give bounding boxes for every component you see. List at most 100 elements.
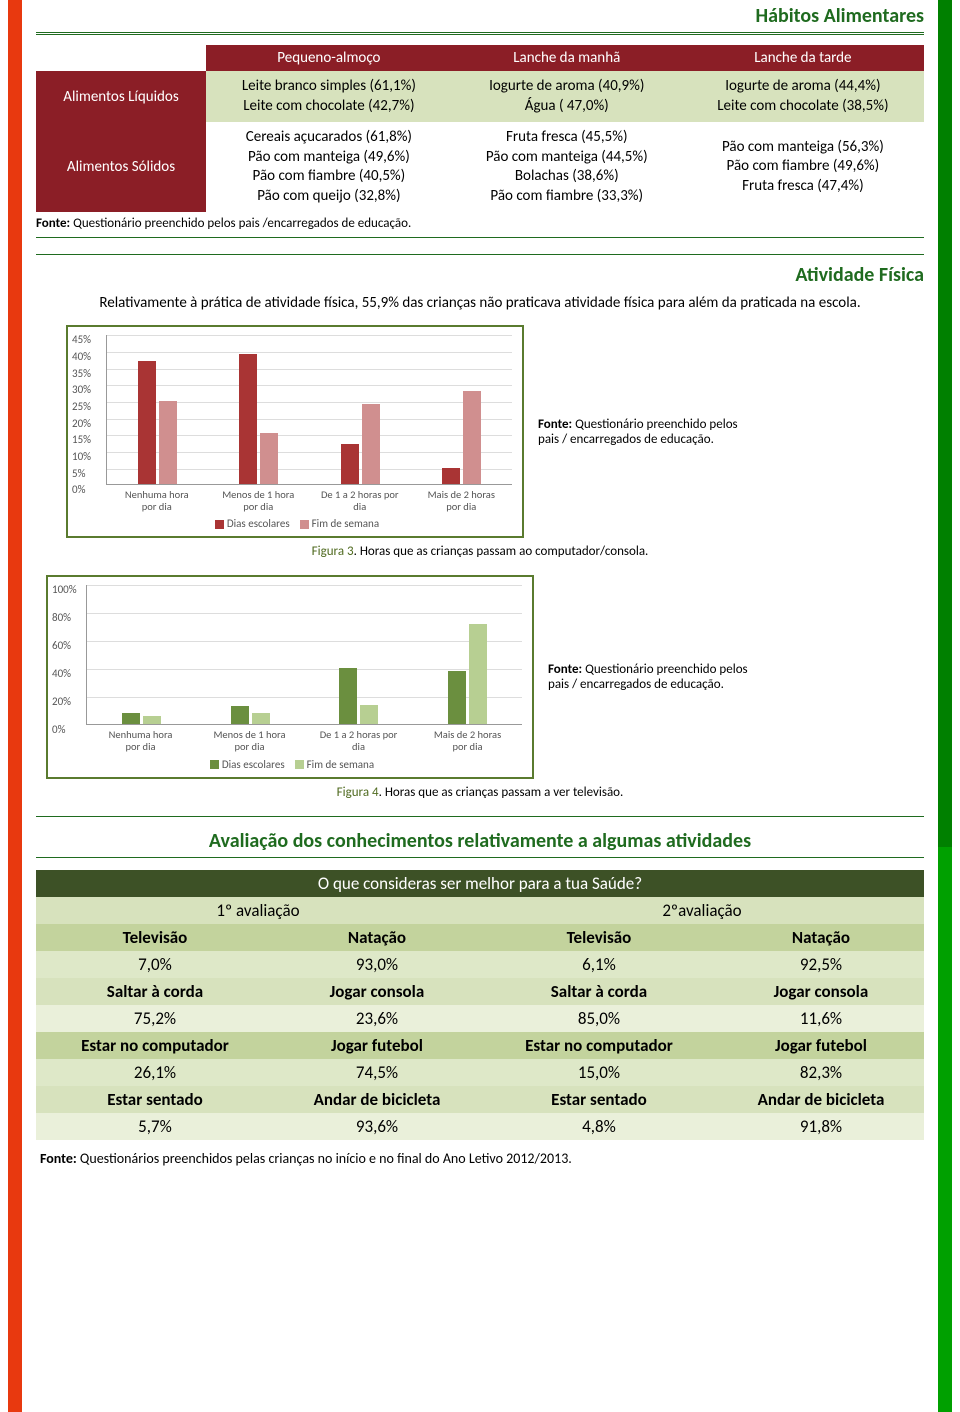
table-row: Alimentos Líquidos Leite branco simples … — [36, 71, 924, 122]
aval-value: 26,1% — [36, 1059, 274, 1086]
section-title-avaliacao: Avaliação dos conhecimentos relativament… — [36, 829, 924, 853]
aval-value: 93,0% — [274, 951, 480, 978]
rule — [36, 816, 924, 817]
ytick-label: 15% — [72, 433, 91, 446]
bar-group — [128, 361, 188, 484]
cell-lines: Fruta fresca (45,5%)Pão com manteiga (44… — [460, 128, 674, 206]
xtick-label: De 1 a 2 horas por dia — [320, 489, 400, 513]
bar — [122, 713, 140, 724]
aval-value: 15,0% — [480, 1059, 718, 1086]
chart-legend: Dias escolaresFim de semana — [52, 758, 522, 771]
food-item: Cereais açucarados (61,8%) — [214, 128, 444, 148]
avaliacao-table: O que consideras ser melhor para a tua S… — [36, 870, 924, 1140]
side-accent-left — [8, 0, 22, 1412]
fig-number: Figura 3 — [312, 544, 354, 559]
aval-value: 7,0% — [36, 951, 274, 978]
aval-activity: Natação — [718, 924, 924, 951]
ytick-label: 5% — [72, 467, 85, 480]
food-item: Pão com manteiga (49,6%) — [214, 148, 444, 168]
table-row: Alimentos Sólidos Cereais açucarados (61… — [36, 122, 924, 212]
ytick-label: 60% — [52, 639, 71, 652]
ytick-label: 40% — [72, 350, 91, 363]
aval-fonte: Fonte: Questionários preenchidos pelas c… — [40, 1150, 924, 1167]
bar — [463, 391, 481, 484]
aval-value: 5,7% — [36, 1113, 274, 1140]
aval-activity: Estar no computador — [36, 1032, 274, 1059]
aval-value: 91,8% — [718, 1113, 924, 1140]
ytick-label: 80% — [52, 611, 71, 624]
chart3-fonte: Fonte: Questionário preenchido pelos pai… — [538, 417, 748, 447]
aval-value: 93,6% — [274, 1113, 480, 1140]
paragraph: Relativamente à prática de atividade fís… — [66, 293, 894, 313]
rule — [36, 237, 924, 238]
cell-lines: Iogurte de aroma (40,9%)Água ( 47,0%) — [460, 77, 674, 116]
bar-group — [431, 391, 491, 484]
food-item: Iogurte de aroma (40,9%) — [460, 77, 674, 97]
section-title-atividade: Atividade Física — [36, 263, 924, 287]
bar — [159, 401, 177, 484]
ytick-label: 35% — [72, 367, 91, 380]
aval-value: 74,5% — [274, 1059, 480, 1086]
chart-legend: Dias escolaresFim de semana — [72, 517, 512, 530]
cell-lines: Cereais açucarados (61,8%)Pão com mantei… — [214, 128, 444, 206]
fig-text: . Horas que as crianças passam a ver tel… — [379, 785, 624, 800]
aval-activity: Jogar consola — [718, 978, 924, 1005]
bar — [362, 404, 380, 484]
aval-activity: Saltar à corda — [36, 978, 274, 1005]
ytick-label: 30% — [72, 383, 91, 396]
cell-lines: Leite branco simples (61,1%)Leite com ch… — [214, 77, 444, 116]
food-item: Pão com fiambre (49,6%) — [690, 157, 916, 177]
side-accent-right — [938, 0, 952, 1412]
aval-activity: Andar de bicicleta — [718, 1086, 924, 1113]
bar-group — [438, 624, 498, 725]
aval-value: 82,3% — [718, 1059, 924, 1086]
aval-value: 6,1% — [480, 951, 718, 978]
aval-eval-label: 1º avaliação — [36, 897, 480, 924]
aval-eval-label: 2ºavaliação — [480, 897, 924, 924]
food-item: Pão com queijo (32,8%) — [214, 187, 444, 207]
xtick-label: De 1 a 2 horas por dia — [319, 729, 399, 753]
aval-question: O que consideras ser melhor para a tua S… — [36, 870, 924, 897]
fonte-text: Questionário preenchido pelos pais /enca… — [70, 216, 411, 231]
rule — [36, 857, 924, 858]
ytick-label: 25% — [72, 400, 91, 413]
fonte-label: Fonte: — [538, 417, 572, 432]
aval-activity: Andar de bicicleta — [274, 1086, 480, 1113]
fonte-text: Questionários preenchidos pelas crianças… — [77, 1150, 572, 1167]
fonte-label: Fonte: — [36, 216, 70, 231]
aval-activity: Jogar futebol — [718, 1032, 924, 1059]
bar — [448, 671, 466, 724]
chart-computador: 45%40%35%30%25%20%15%10%5%0%Nenhuma hora… — [66, 325, 524, 538]
row-header: Alimentos Sólidos — [36, 122, 206, 212]
fonte-label: Fonte: — [548, 662, 582, 677]
ytick-label: 40% — [52, 667, 71, 680]
cell-lines: Iogurte de aroma (44,4%)Leite com chocol… — [690, 77, 916, 116]
bar — [339, 668, 357, 724]
aval-activity: Estar no computador — [480, 1032, 718, 1059]
bar — [239, 354, 257, 484]
xtick-label: Mais de 2 horas por dia — [428, 729, 508, 753]
bar — [360, 705, 378, 725]
fonte-label: Fonte: — [40, 1150, 77, 1167]
foods-table: Pequeno-almoço Lanche da manhã Lanche da… — [36, 45, 924, 212]
fig-number: Figura 4 — [337, 785, 379, 800]
bar-group — [220, 706, 280, 724]
food-item: Fruta fresca (47,4%) — [690, 177, 916, 197]
table-header-row: Pequeno-almoço Lanche da manhã Lanche da… — [36, 45, 924, 71]
aval-value: 75,2% — [36, 1005, 274, 1032]
bar-group — [330, 404, 390, 484]
bar — [231, 706, 249, 724]
aval-activity: Saltar à corda — [480, 978, 718, 1005]
bar — [260, 433, 278, 485]
aval-activity: Estar sentado — [36, 1086, 274, 1113]
row-header: Alimentos Líquidos — [36, 71, 206, 122]
bar-group — [229, 354, 289, 484]
chart4-fonte: Fonte: Questionário preenchido pelos pai… — [548, 662, 758, 692]
col-header: Lanche da manhã — [452, 45, 682, 71]
aval-value: 85,0% — [480, 1005, 718, 1032]
aval-value: 23,6% — [274, 1005, 480, 1032]
fig-text: . Horas que as crianças passam ao comput… — [354, 544, 649, 559]
food-item: Água ( 47,0%) — [460, 97, 674, 117]
bar — [252, 713, 270, 724]
bar — [442, 468, 460, 485]
